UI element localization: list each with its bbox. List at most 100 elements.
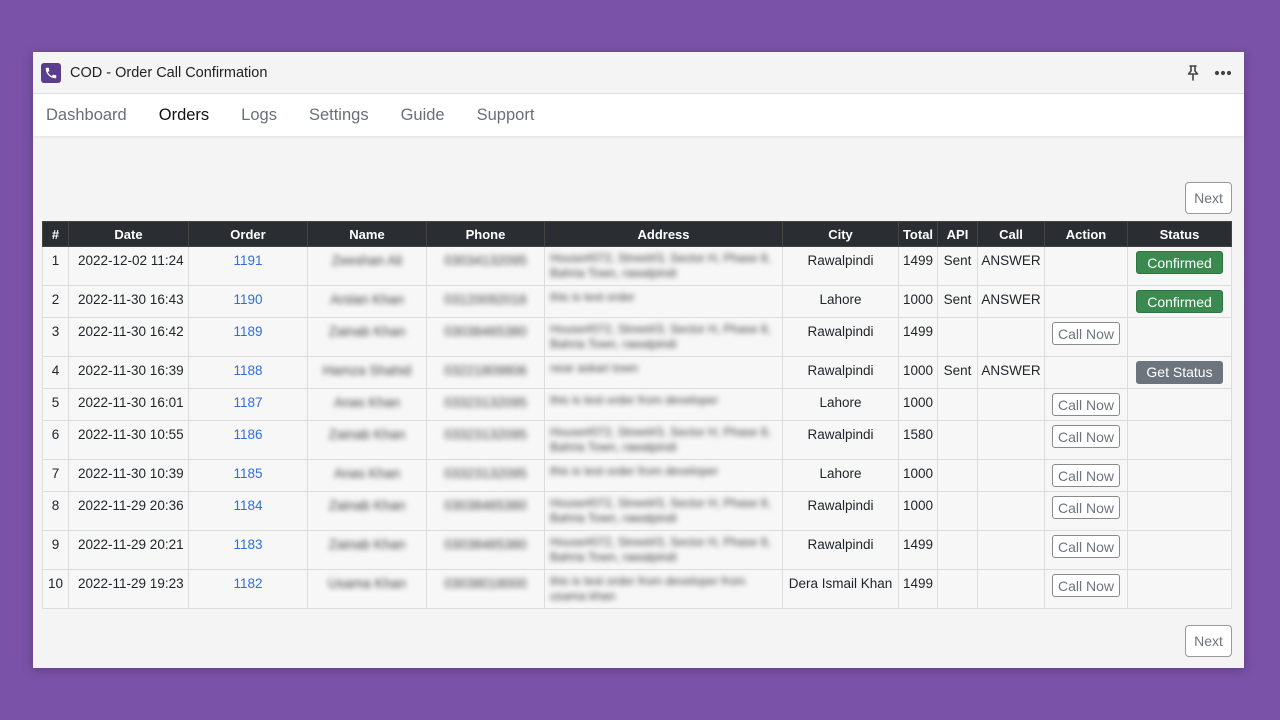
call-now-button[interactable]: Call Now [1052,496,1120,519]
cell-address: House#072, Street#3, Sector H, Phase 8, … [544,246,783,286]
cell-city: Rawalpindi [782,317,899,357]
customer-name: Arslan Khan [330,292,404,307]
cell-city: Rawalpindi [782,246,899,286]
cell-total: 1000 [898,491,938,531]
cell-num: 3 [42,317,69,357]
cell-phone: 03038465380 [426,530,545,570]
customer-name: Zainab Khan [328,324,406,339]
customer-address: House#072, Street#3, Sector H, Phase 8, … [550,425,771,454]
call-now-button[interactable]: Call Now [1052,464,1120,487]
cell-phone: 03038018000 [426,569,545,609]
cell-status: Get Status [1127,356,1232,389]
cell-phone: 03323132095 [426,420,545,460]
nav-dashboard[interactable]: Dashboard [46,105,127,124]
cell-phone: 03120092016 [426,285,545,318]
cell-address: House#072, Street#3, Sector H, Phase 8, … [544,420,783,460]
customer-address: House#072, Street#3, Sector H, Phase 8, … [550,535,771,564]
order-link[interactable]: 1191 [233,253,263,268]
col-header-name: Name [307,221,427,247]
cell-action: Call Now [1044,459,1128,492]
col-header-num: # [42,221,69,247]
cell-phone: 03038465380 [426,491,545,531]
next-button-bottom[interactable]: Next [1185,625,1232,657]
nav-orders[interactable]: Orders [158,105,210,124]
cell-phone: 03323132095 [426,388,545,421]
cell-date: 2022-11-29 20:36 [68,491,189,531]
customer-name: Zeeshan Ali [331,253,403,268]
order-link[interactable]: 1182 [233,576,263,591]
order-link[interactable]: 1186 [233,427,263,442]
call-now-button[interactable]: Call Now [1052,535,1120,558]
order-link[interactable]: 1188 [233,363,263,378]
col-header-date: Date [68,221,189,247]
customer-phone: 03038465380 [444,324,527,339]
cell-address: this is test order from developer [544,388,783,421]
pager-bottom: Next [42,625,1232,657]
call-now-button[interactable]: Call Now [1052,322,1120,345]
order-link[interactable]: 1185 [233,466,263,481]
cell-num: 9 [42,530,69,570]
cell-action: Call Now [1044,530,1128,570]
table-row: 7 2022-11-30 10:39 1185 Anas Khan 0332313209… [42,459,1232,492]
cell-order: 1183 [188,530,308,570]
cell-address: House#072, Street#3, Sector H, Phase 8, … [544,491,783,531]
cell-action [1044,356,1128,389]
col-header-total: Total [898,221,938,247]
cell-status: Confirmed [1127,246,1232,286]
cell-name: Zainab Khan [307,530,427,570]
get-status-button[interactable]: Get Status [1136,361,1223,384]
nav-guide[interactable]: Guide [400,105,445,124]
cell-action: Call Now [1044,317,1128,357]
cell-action: Call Now [1044,388,1128,421]
pin-icon[interactable] [1186,64,1200,81]
cell-date: 2022-11-30 10:39 [68,459,189,492]
col-header-api: API [937,221,978,247]
cell-action [1044,246,1128,286]
cell-order: 1184 [188,491,308,531]
customer-phone: 03038465380 [444,537,527,552]
order-link[interactable]: 1187 [233,395,263,410]
customer-name: Anas Khan [333,395,401,410]
cell-order: 1186 [188,420,308,460]
cell-total: 1000 [898,356,938,389]
cell-order: 1182 [188,569,308,609]
cell-api [937,459,978,492]
order-link[interactable]: 1189 [233,324,263,339]
nav-support[interactable]: Support [476,105,535,124]
main-nav: Dashboard Orders Logs Settings Guide Sup… [33,94,1244,136]
cell-city: Rawalpindi [782,356,899,389]
customer-phone: 03323132095 [444,427,527,442]
cell-num: 2 [42,285,69,318]
order-link[interactable]: 1190 [233,292,263,307]
next-button-top[interactable]: Next [1185,182,1232,214]
cell-name: Hamza Shahid [307,356,427,389]
cell-city: Rawalpindi [782,530,899,570]
customer-address: House#072, Street#3, Sector H, Phase 8, … [550,496,771,525]
nav-logs[interactable]: Logs [241,105,277,124]
order-link[interactable]: 1184 [233,498,263,513]
cell-city: Lahore [782,388,899,421]
table-row: 4 2022-11-30 16:39 1188 Hamza Shahid 0322180… [42,356,1232,389]
customer-phone: 03038465380 [444,498,527,513]
order-link[interactable]: 1183 [233,537,263,552]
customer-phone: 03120092016 [444,292,527,307]
customer-phone: 03221809806 [444,363,527,378]
app-window: COD - Order Call Confirmation Dashboard … [33,52,1244,668]
customer-phone: 03323132095 [444,466,527,481]
nav-settings[interactable]: Settings [308,105,369,124]
cell-order: 1190 [188,285,308,318]
cell-name: Zainab Khan [307,317,427,357]
call-now-button[interactable]: Call Now [1052,393,1120,416]
cell-api [937,569,978,609]
cell-date: 2022-11-29 19:23 [68,569,189,609]
call-now-button[interactable]: Call Now [1052,425,1120,448]
customer-address: near askari town [550,361,639,375]
customer-name: Usama Khan [327,576,407,591]
customer-address: this is test order [550,290,635,304]
cell-api [937,420,978,460]
more-icon[interactable] [1214,70,1232,76]
call-now-button[interactable]: Call Now [1052,574,1120,597]
cell-date: 2022-11-30 16:01 [68,388,189,421]
table-header-row: # Date Order Name Phone Address City Tot… [42,221,1232,247]
cell-address: this is test order from developer from u… [544,569,783,609]
